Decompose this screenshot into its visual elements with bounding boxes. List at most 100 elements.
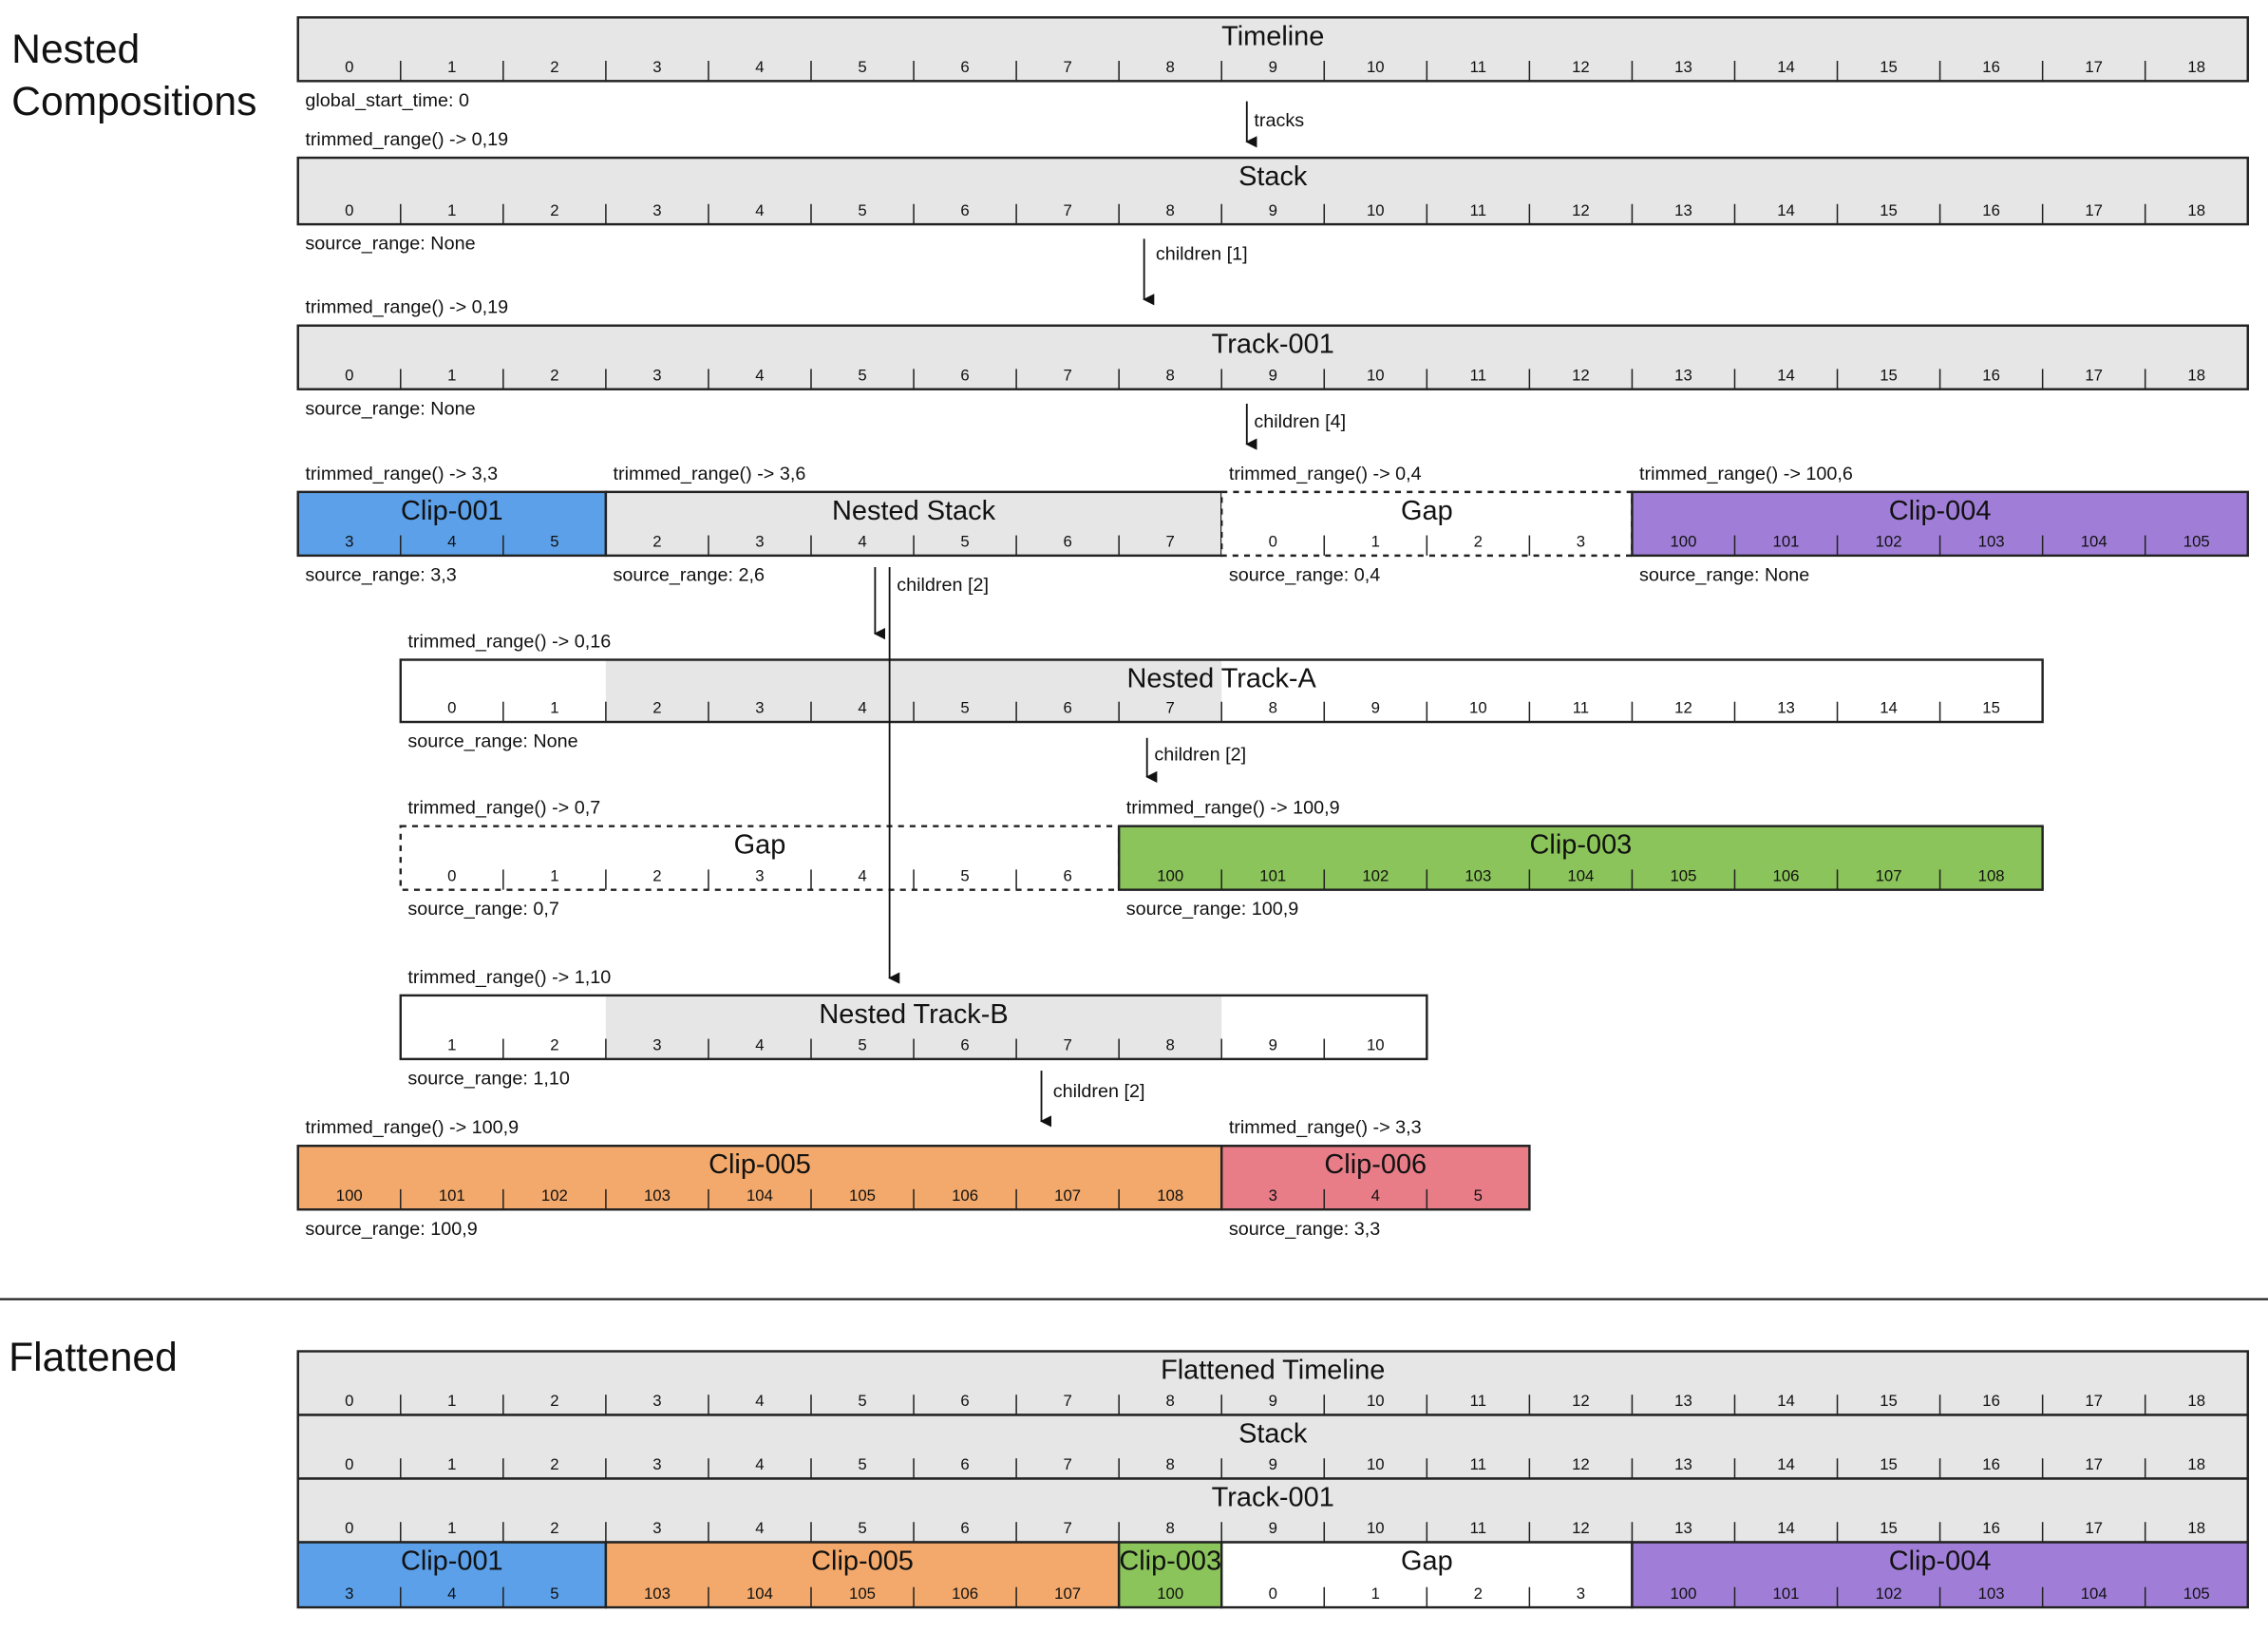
tick-label: 0 [345, 366, 353, 384]
tick-label: 108 [1157, 1186, 1183, 1205]
tick-label: 101 [1773, 533, 1800, 551]
tick-label: 16 [1982, 366, 2000, 384]
tick-label: 9 [1269, 58, 1277, 76]
section-title: Compositions [11, 79, 256, 124]
tick-label: 102 [1876, 1585, 1902, 1603]
tick-label: 1 [447, 1519, 456, 1537]
tick-label: 100 [336, 1186, 363, 1205]
tick-label: 1 [447, 201, 456, 219]
tick-label: 9 [1269, 1036, 1277, 1054]
tick-label: 11 [1470, 58, 1486, 76]
box-fill [1221, 1146, 1530, 1210]
box-fill [297, 1146, 1222, 1210]
tick-label: 7 [1063, 201, 1071, 219]
tick-label: 8 [1166, 58, 1175, 76]
tick-label: 101 [439, 1186, 465, 1205]
tick-label: 5 [858, 1036, 866, 1054]
tick-label: 7 [1063, 58, 1071, 76]
tick-label: 5 [858, 1392, 866, 1410]
tick-label: 105 [2183, 1585, 2210, 1603]
box-border [1631, 490, 2249, 558]
tick-label: 8 [1166, 201, 1175, 219]
box-fill [400, 825, 1120, 890]
trimmed-range-label: trimmed_range() -> 100,6 [1639, 464, 1853, 484]
tick-label: 103 [1978, 533, 2005, 551]
tick-label: 105 [2183, 533, 2210, 551]
section-title: Nested [11, 27, 140, 72]
tick-label: 9 [1269, 201, 1277, 219]
tick-label: 13 [1674, 366, 1692, 384]
timeline-box: 3 4 5 Clip-001 trimmed_range() -> 3,3 source_… [296, 464, 608, 585]
tick-label: 104 [2081, 1585, 2107, 1603]
box-title: Stack [1238, 1418, 1308, 1449]
tick-label: 106 [952, 1186, 978, 1205]
box-fill [297, 1542, 606, 1608]
tick-label: 106 [1773, 866, 1800, 884]
source-range-label: source_range: 0,4 [1229, 564, 1380, 585]
tick-label: 9 [1269, 1392, 1277, 1410]
arrow-label: children [2] [1154, 744, 1246, 765]
tick-label: 7 [1063, 1036, 1071, 1054]
tick-label: 8 [1269, 699, 1277, 717]
timeline-box: 0 1 2 3 4 5 6 7 8 9 10 11 12 13 14 15 16 17 18Stacktrimmed… [296, 129, 2249, 255]
trimmed-range-label: trimmed_range() -> 0,19 [305, 129, 508, 150]
box-fill [297, 158, 2248, 225]
tick-label: 12 [1572, 1392, 1590, 1410]
box-title: Timeline [1221, 21, 1324, 51]
tick-label: 10 [1367, 1455, 1385, 1473]
box-title: Clip-004 [1889, 496, 1992, 526]
tick-label: 16 [1982, 58, 2000, 76]
tick-label: 3 [652, 58, 661, 76]
tick-label: 0 [345, 1392, 353, 1410]
tick-label: 3 [652, 366, 661, 384]
trimmed-range-label: trimmed_range() -> 1,10 [407, 967, 611, 988]
tick-label: 4 [1371, 1186, 1380, 1205]
box-fill [605, 1542, 1120, 1608]
trimmed-range-label: trimmed_range() -> 3,3 [305, 464, 498, 484]
tick-label: 3 [345, 1585, 353, 1603]
timeline-box: 3 4 5 Clip-006 trimmed_range() -> 3,3 source_… [1219, 1117, 1531, 1240]
box-title: Clip-004 [1889, 1546, 1992, 1576]
tick-label: 4 [755, 1036, 764, 1054]
tick-label: 5 [858, 1455, 866, 1473]
tick-label: 101 [1773, 1585, 1800, 1603]
tick-label: 4 [447, 533, 456, 551]
timeline-box: 0 1 2 3 4 5 6 7 8 9 10 11 12 13 14 15 16 17 18Timelineglob… [296, 16, 2249, 111]
tick-label: 100 [1157, 1585, 1183, 1603]
tick-label: 5 [858, 201, 866, 219]
tick-label: 107 [1876, 866, 1902, 884]
tick-label: 6 [960, 1392, 969, 1410]
tick-label: 4 [858, 533, 866, 551]
tick-label: 14 [1777, 1392, 1795, 1410]
tick-label: 5 [858, 58, 866, 76]
box-border [1219, 1145, 1531, 1211]
timeline-box: 0 1 2 3 4 5 6 Gap trimmed_range() -> 0,7 source_r… [399, 798, 1121, 920]
source-range-label: source_range: 3,3 [1229, 1219, 1380, 1240]
tick-label: 2 [550, 201, 558, 219]
timeline-box: 0 1 2 3 Gap trimmed_range() -> 0,4 source_rang… [1219, 464, 1634, 585]
box-title: Track-001 [1212, 1482, 1334, 1512]
tick-label: 16 [1982, 1455, 2000, 1473]
timeline-box: 103 104 105 106 107 Clip-005 [604, 1541, 1121, 1609]
timeline-box: 100 Clip-003 [1117, 1541, 1223, 1609]
tick-label: 4 [447, 1585, 456, 1603]
tick-label: 9 [1269, 366, 1277, 384]
timeline-box: 100 101 102 103 104 105 106 107 108 Clip-003 trimm… [1117, 798, 2044, 920]
tick-label: 104 [1567, 866, 1594, 884]
box-fill [1119, 1542, 1222, 1608]
tick-label: 6 [1063, 699, 1071, 717]
tick-label: 107 [1054, 1585, 1081, 1603]
tick-label: 5 [1474, 1186, 1483, 1205]
box-fill [297, 325, 2248, 389]
timeline-box: 1 2 3 4 5 6 7 8 9 10 Nested Track-B trimmed_range()… [399, 967, 1428, 1089]
trimmed-range-label: trimmed_range() -> 0,19 [305, 297, 508, 318]
tick-label: 12 [1572, 58, 1590, 76]
tick-label: 2 [1474, 533, 1483, 551]
tick-label: 104 [2081, 533, 2107, 551]
tick-label: 0 [1269, 1585, 1277, 1603]
tick-label: 7 [1063, 1519, 1071, 1537]
tick-label: 0 [345, 201, 353, 219]
